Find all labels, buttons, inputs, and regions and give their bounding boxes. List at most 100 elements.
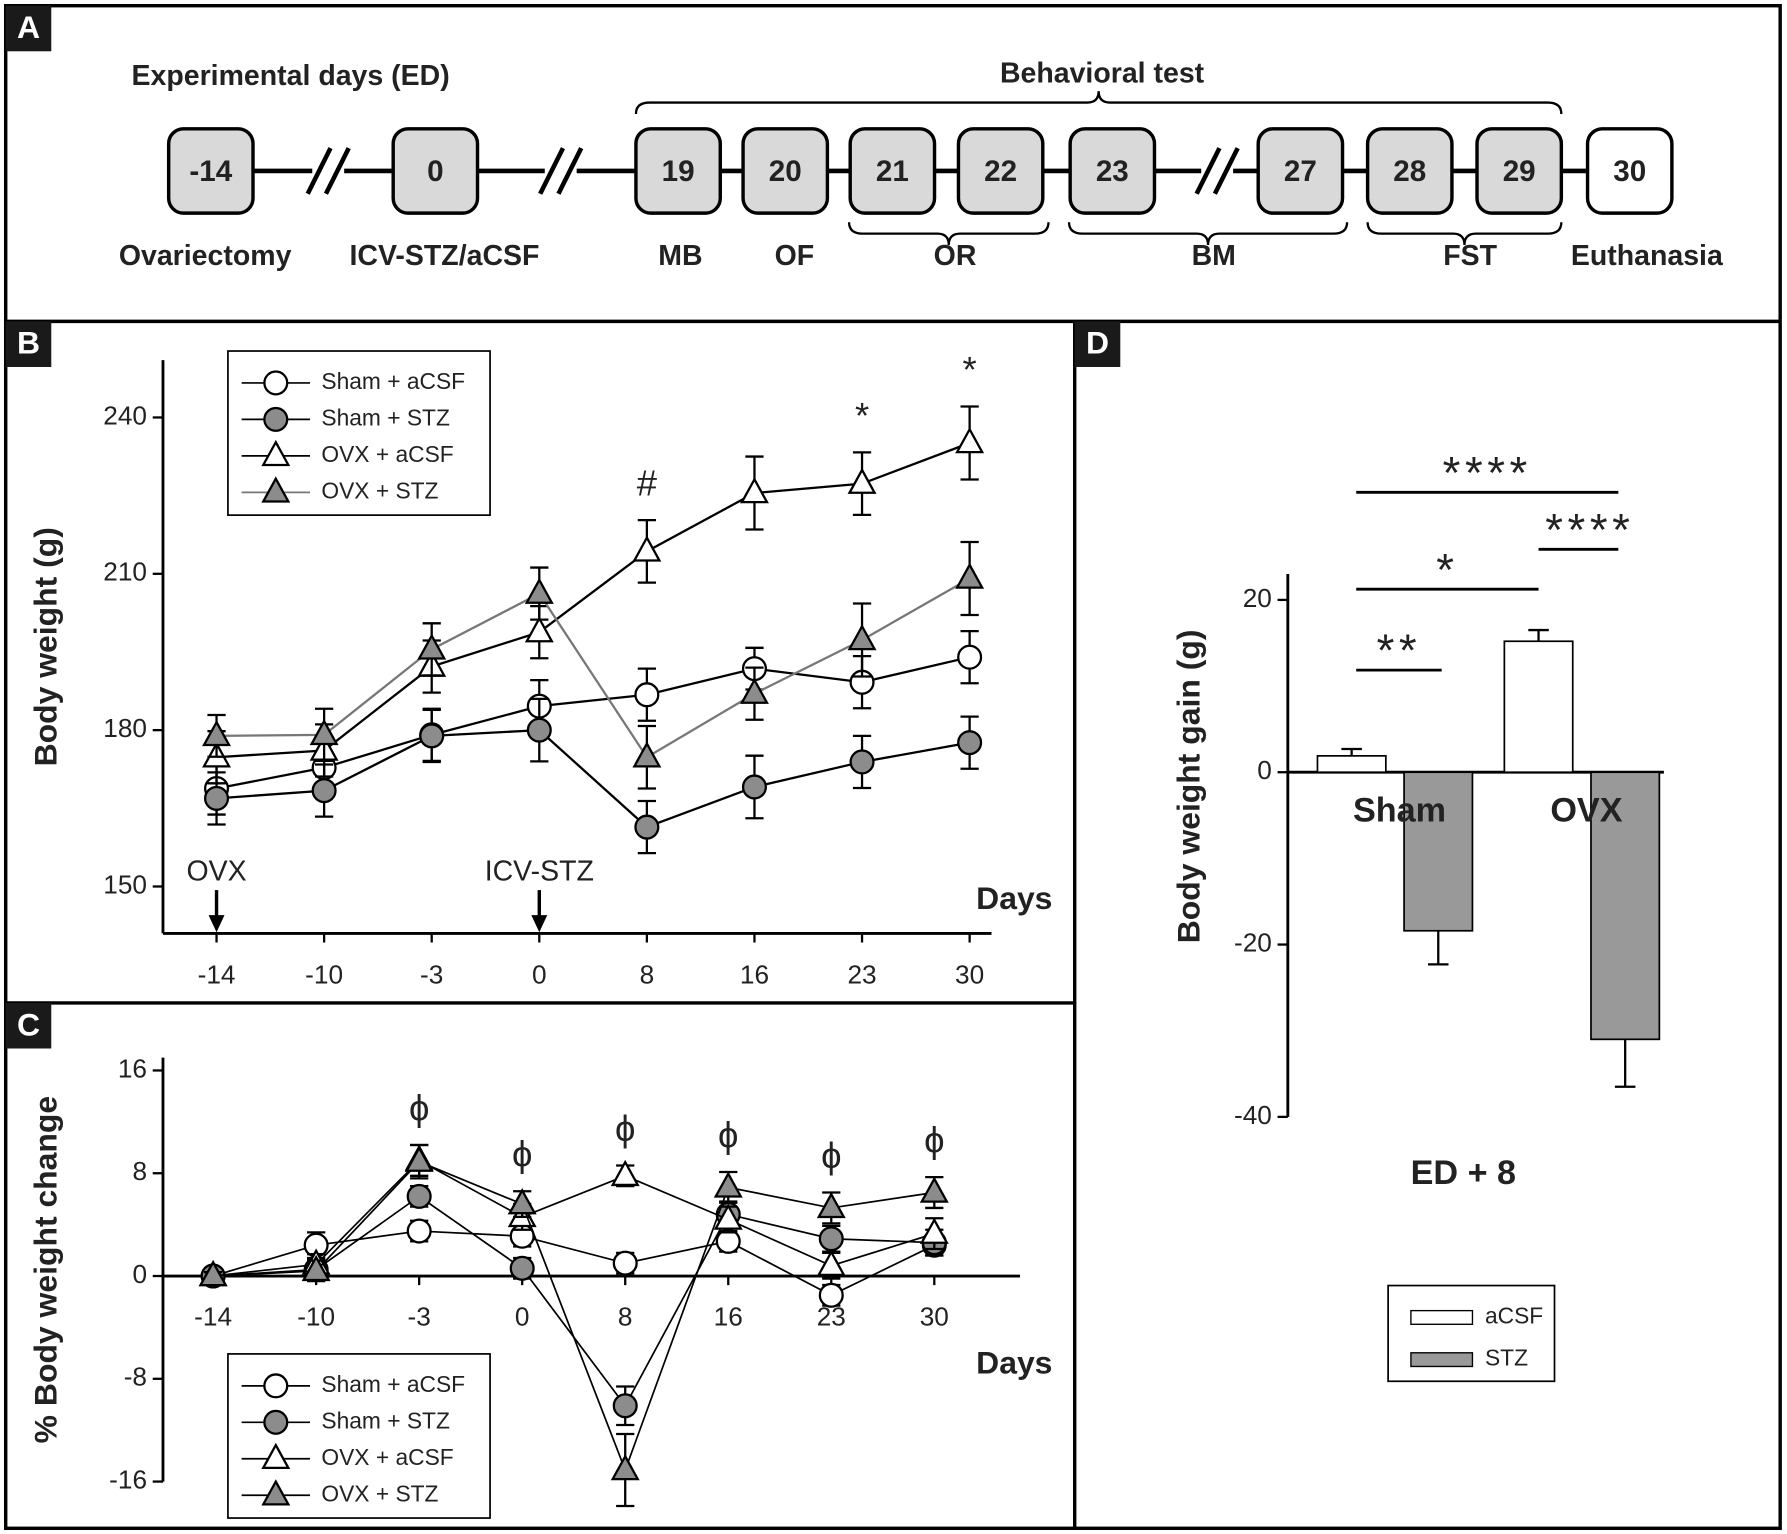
series-line [216,656,970,790]
marker [957,644,983,670]
annotation: ϕ [409,1087,429,1128]
panel-frames [3,3,1782,1531]
x-tick-label: 8 [640,960,655,990]
y-tick-label: 180 [103,713,147,743]
annotation: * [963,349,977,390]
x-tick-label: 0 [532,960,547,990]
marker [612,1250,638,1276]
significance-label: ** [1377,625,1422,676]
panel-letter: A [17,9,40,45]
marker [847,467,877,494]
x-tick-label: -14 [198,960,236,990]
category-label: OVX [1550,792,1622,830]
or-bracket [847,222,1050,246]
series-line [216,441,971,759]
y-tick-label: 0 [1257,755,1272,785]
x-tick-label: 16 [714,1302,743,1332]
marker [309,718,339,746]
y-tick-label: -40 [1234,1100,1272,1130]
series-line [216,577,971,759]
x-tick-label: -10 [305,960,343,990]
legend-label: Sham + STZ [321,404,450,430]
marker [406,1183,432,1209]
annotation: ϕ [821,1135,841,1176]
marker [847,623,877,651]
marker [816,1191,846,1219]
marker [919,1217,949,1244]
y-tick-label: 0 [132,1259,147,1289]
day-label: 19 [662,155,695,188]
marker [507,1188,537,1215]
significance-label: **** [1545,504,1634,555]
marker [818,1226,844,1252]
legend-label: OVX + aCSF [321,1444,453,1470]
category-label: Sham [1353,792,1446,830]
marker [739,677,769,704]
legend-marker [263,1373,289,1399]
day-box [848,127,937,215]
legend-label: Sham + aCSF [321,368,465,394]
break-mark [556,147,584,195]
legend-marker [261,1442,291,1470]
marker [202,719,232,747]
legend-label: OVX + STZ [321,1480,438,1506]
x-axis-label: ED + 8 [1411,1154,1516,1192]
day-box [1475,127,1564,215]
bar [1403,771,1474,932]
series [202,540,985,790]
marker [632,535,662,562]
day-label: 21 [876,155,909,188]
x-axis-label: Days [976,1345,1052,1381]
marker [818,1282,844,1308]
break-mark [538,147,566,195]
event-label: OR [934,240,977,272]
legend-marker [263,370,289,396]
marker [713,1171,743,1198]
break-mark [323,147,351,195]
marker [919,1176,949,1203]
legend-marker [261,439,291,467]
marker [509,1255,535,1281]
series-line [216,728,970,829]
day-box [1585,127,1674,215]
legend-label: Sham + aCSF [321,1371,465,1397]
fst-bracket [1366,222,1563,246]
y-tick-label: -20 [1234,927,1272,957]
y-tick-label: 240 [103,400,147,430]
day-box [1068,127,1157,215]
panel-letter: B [17,325,40,361]
day-label: 23 [1096,155,1129,188]
annotation: # [637,463,658,504]
event-label: FST [1443,240,1497,272]
day-label: 22 [984,155,1017,188]
x-tick-label: 8 [618,1302,633,1332]
legend-swatch [1410,1352,1474,1368]
marker [524,577,554,604]
series [200,1183,947,1427]
x-tick-label: -14 [194,1302,232,1332]
day-label: 28 [1393,155,1426,188]
marker [612,1393,638,1419]
y-tick-label: -16 [109,1464,147,1494]
legend-marker [263,406,289,432]
marker [955,562,985,589]
arrow-label: OVX [186,856,246,888]
y-tick-label: 150 [103,869,147,899]
y-tick-label: 210 [103,557,147,587]
y-tick-label: 20 [1243,583,1272,613]
marker [634,682,660,708]
x-tick-label: 16 [740,960,769,990]
series-line [213,1160,935,1473]
day-label: 29 [1503,155,1536,188]
legend-label: aCSF [1485,1302,1543,1328]
marker [957,730,983,756]
y-axis-label: % Body weight change [27,1096,63,1443]
marker [204,785,230,811]
behavioral-bracket [634,91,1563,115]
arrow-label: ICV-STZ [485,856,594,888]
panel-tab [5,5,52,52]
marker [198,1259,228,1287]
legend-swatch [1410,1309,1474,1325]
